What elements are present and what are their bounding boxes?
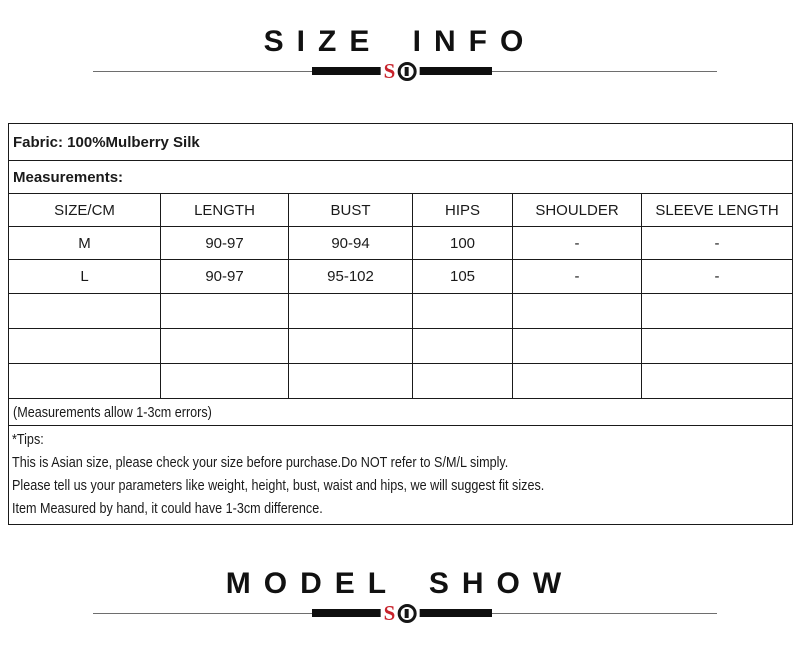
model-show-header: MODEL SHOW S: [0, 567, 800, 629]
empty-cell: [412, 363, 513, 399]
data-cell: 90-94: [288, 226, 413, 260]
header-cell: SLEEVE LENGTH: [640, 193, 794, 227]
size-info-header: SIZE INFO S: [0, 25, 800, 87]
note-row: (Measurements allow 1-3cm errors): [7, 398, 794, 426]
data-cell: -: [640, 259, 794, 294]
empty-cell: [160, 328, 289, 364]
data-cell: 90-97: [160, 259, 289, 294]
empty-cell: [640, 293, 794, 329]
logo-circle-bar: [404, 67, 409, 76]
tips-heading: *Tips:: [12, 431, 44, 448]
measurements-row: Measurements:: [7, 160, 794, 194]
logo-letter-s: S: [383, 601, 396, 625]
logo-circle-icon: [397, 604, 417, 623]
measurement-error-note: (Measurements allow 1-3cm errors): [13, 403, 212, 421]
size-info-divider: S: [0, 59, 800, 87]
empty-cell: [512, 293, 642, 329]
empty-cell: [288, 328, 413, 364]
empty-cell: [288, 293, 413, 329]
empty-cell: [412, 293, 513, 329]
table-row-size-l: L 90-97 95-102 105 - -: [8, 259, 794, 294]
data-cell: -: [512, 259, 642, 294]
empty-cell: [160, 293, 289, 329]
size-table: Fabric: 100%Mulberry Silk Measurements: …: [7, 123, 794, 525]
data-cell: 95-102: [288, 259, 413, 294]
empty-cell: [160, 363, 289, 399]
header-cell: LENGTH: [160, 193, 289, 227]
fabric-label: Fabric: 100%Mulberry Silk: [7, 123, 794, 161]
header-cell: SHOULDER: [512, 193, 642, 227]
logo-circle-bar: [404, 609, 409, 618]
data-cell: 100: [412, 226, 513, 260]
tips-row: *Tips: This is Asian size, please check …: [7, 425, 794, 525]
empty-cell: [412, 328, 513, 364]
brand-logo: S: [380, 59, 420, 83]
data-cell: 90-97: [160, 226, 289, 260]
empty-cell: [640, 363, 794, 399]
empty-cell: [288, 363, 413, 399]
data-cell: M: [8, 226, 161, 260]
empty-cell: [640, 328, 794, 364]
brand-logo: S: [380, 601, 420, 625]
tip-line: Please tell us your parameters like weig…: [12, 477, 545, 494]
data-cell: -: [512, 226, 642, 260]
size-info-title: SIZE INFO: [263, 25, 537, 58]
data-cell: 105: [412, 259, 513, 294]
logo-circle-icon: [397, 62, 417, 81]
empty-row: [8, 363, 794, 399]
fabric-row: Fabric: 100%Mulberry Silk: [7, 123, 794, 161]
header-cell: HIPS: [412, 193, 513, 227]
tip-line: Item Measured by hand, it could have 1-3…: [12, 500, 323, 517]
header-cell: BUST: [288, 193, 413, 227]
empty-cell: [512, 328, 642, 364]
empty-cell: [8, 293, 161, 329]
table-header-row: SIZE/CM LENGTH BUST HIPS SHOULDER SLEEVE…: [8, 193, 794, 227]
table-row-size-m: M 90-97 90-94 100 - -: [8, 226, 794, 260]
tip-line: This is Asian size, please check your si…: [12, 454, 509, 471]
model-show-title: MODEL SHOW: [225, 567, 575, 600]
empty-row: [8, 328, 794, 364]
data-cell: -: [640, 226, 794, 260]
model-show-divider: S: [0, 601, 800, 629]
empty-row: [8, 293, 794, 329]
empty-cell: [8, 328, 161, 364]
logo-letter-s: S: [383, 59, 396, 83]
empty-cell: [512, 363, 642, 399]
empty-cell: [8, 363, 161, 399]
data-cell: L: [8, 259, 161, 294]
header-cell: SIZE/CM: [8, 193, 161, 227]
measurements-label: Measurements:: [7, 160, 794, 194]
